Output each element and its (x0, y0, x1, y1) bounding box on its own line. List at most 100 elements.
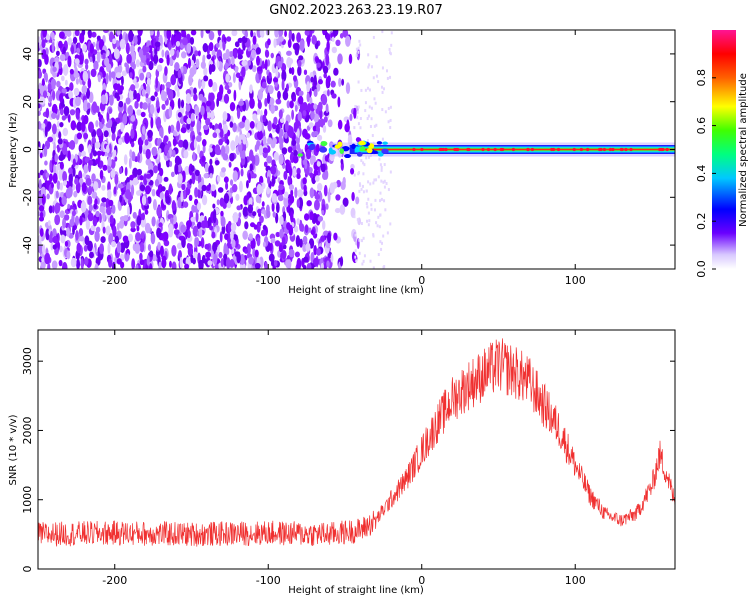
noise-speckle (63, 214, 70, 221)
noise-speckle (144, 46, 150, 53)
noise-speckle (229, 258, 235, 268)
colorbar: 0.0 0.2 0.4 0.6 0.8 Normalized spectral ampl… (695, 30, 749, 278)
noise-speckle (296, 173, 301, 180)
noise-speckle (94, 141, 101, 149)
noise-speckle (135, 190, 142, 196)
noise-speckle (287, 146, 293, 153)
noise-speckle (274, 240, 281, 247)
noise-speckle (97, 179, 102, 189)
noise-speckle (306, 36, 311, 44)
noise-speckle (95, 226, 101, 233)
noise-speckle (205, 185, 211, 192)
noise-speckle (193, 93, 198, 102)
noise-speckle (351, 191, 355, 202)
noise-speckle (270, 104, 276, 114)
noise-speckle (169, 124, 175, 133)
noise-speckle (332, 30, 339, 37)
noise-speckle (169, 146, 172, 158)
noise-speckle (154, 179, 160, 187)
noise-speckle (267, 38, 271, 46)
faint-speckle (387, 120, 390, 124)
noise-speckle (330, 253, 334, 263)
noise-speckle (342, 176, 346, 186)
noise-speckle (214, 144, 221, 156)
noise-speckle (134, 100, 139, 109)
noise-speckle (119, 242, 126, 253)
noise-speckle (281, 250, 287, 260)
noise-speckle (189, 178, 193, 185)
noise-speckle (346, 119, 350, 131)
noise-speckle (278, 184, 284, 191)
faint-speckle (380, 179, 383, 183)
noise-speckle (226, 36, 232, 42)
noise-speckle (99, 160, 104, 168)
noise-speckle (339, 256, 344, 267)
y-tick-label: 2000 (21, 416, 34, 444)
noise-speckle (345, 35, 351, 47)
signal-onset-blob (356, 151, 363, 157)
noise-speckle (236, 205, 242, 211)
noise-speckle (291, 139, 297, 146)
noise-speckle (252, 113, 258, 121)
noise-speckle (141, 212, 146, 221)
faint-speckle (353, 215, 356, 219)
noise-speckle (242, 206, 249, 217)
noise-speckle (100, 236, 106, 243)
noise-speckle (94, 198, 98, 206)
noise-speckle (78, 151, 82, 157)
noise-speckle (46, 193, 50, 200)
noise-speckle (138, 48, 144, 58)
noise-speckle (254, 262, 261, 269)
noise-speckle (55, 50, 60, 57)
noise-speckle (67, 37, 73, 46)
noise-speckle (81, 150, 86, 157)
noise-speckle (181, 183, 186, 191)
faint-speckle (365, 156, 368, 160)
noise-speckle (112, 225, 117, 238)
noise-speckle (238, 75, 244, 83)
noise-speckle (165, 195, 171, 205)
noise-speckle (264, 49, 270, 58)
noise-speckle (307, 227, 312, 233)
noise-speckle (47, 262, 51, 269)
noise-speckle (200, 220, 207, 229)
noise-speckle (273, 259, 278, 267)
faint-speckle (381, 137, 384, 141)
noise-speckle (260, 229, 267, 237)
colorbar-tick-label: 0.4 (695, 165, 708, 183)
noise-speckle (197, 144, 201, 155)
noise-speckle (338, 77, 342, 88)
noise-speckle (114, 92, 119, 99)
noise-speckle (272, 211, 276, 218)
noise-speckle (50, 78, 57, 88)
faint-speckle (384, 110, 387, 114)
noise-speckle (187, 57, 191, 69)
noise-speckle (239, 263, 246, 269)
noise-speckle (293, 149, 298, 157)
noise-speckle (220, 257, 224, 268)
noise-speckle (309, 172, 314, 179)
faint-speckle (381, 66, 384, 70)
noise-speckle (222, 153, 229, 161)
noise-speckle (76, 258, 81, 269)
noise-speckle (171, 149, 176, 158)
noise-speckle (180, 51, 187, 59)
noise-speckle (130, 141, 135, 148)
noise-speckle (321, 209, 325, 215)
noise-speckle (324, 169, 329, 180)
noise-speckle (171, 245, 177, 257)
faint-speckle (384, 208, 387, 212)
x-tick-label: 100 (565, 274, 586, 287)
noise-speckle (252, 35, 257, 45)
noise-speckle (87, 195, 93, 206)
noise-speckle (194, 187, 199, 198)
signal-peak-dot (467, 147, 471, 152)
noise-speckle (137, 30, 143, 37)
faint-speckle (362, 236, 365, 240)
noise-speckle (339, 204, 346, 215)
y-tick-label: 0 (21, 566, 34, 573)
faint-speckle (390, 31, 393, 35)
noise-speckle (176, 120, 181, 133)
noise-speckle (163, 231, 169, 242)
noise-speckle (157, 241, 161, 251)
